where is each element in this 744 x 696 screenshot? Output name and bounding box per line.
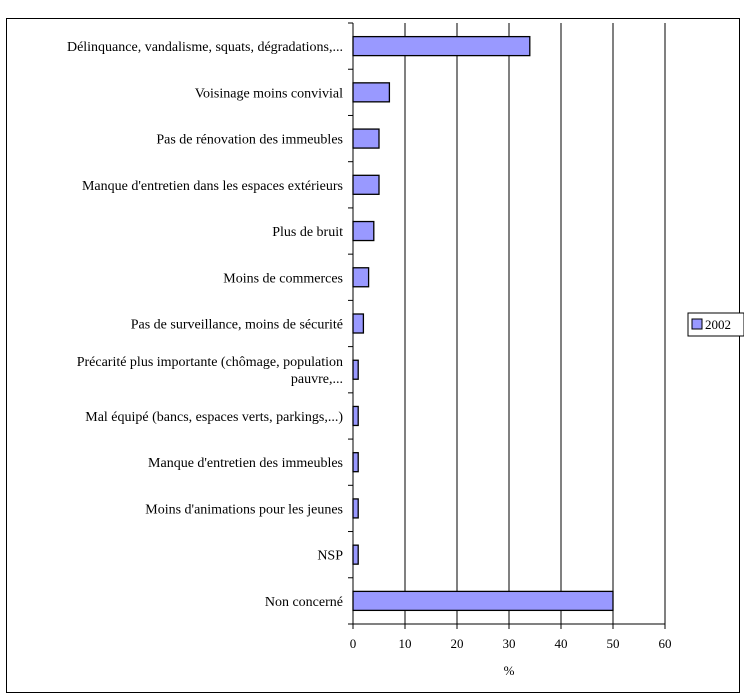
bar (352, 128, 380, 149)
bar (352, 405, 359, 427)
bar (352, 590, 614, 612)
bar (352, 313, 365, 334)
x-tick-label: 20 (451, 636, 464, 651)
x-tick-label: 50 (607, 636, 620, 651)
category-label: Plus de bruit (272, 225, 343, 240)
bar (352, 498, 359, 519)
x-tick-label: 10 (399, 636, 412, 651)
x-axis-title: % (504, 663, 515, 678)
legend-label: 2002 (705, 317, 731, 332)
bar (352, 82, 391, 103)
category-label-layer: Délinquance, vandalisme, squats, dégrada… (67, 40, 343, 610)
bar (352, 359, 359, 380)
category-label: Non concerné (265, 595, 343, 610)
category-label: Pas de surveillance, moins de sécurité (131, 318, 343, 333)
category-label: Délinquance, vandalisme, squats, dégrada… (67, 40, 343, 55)
grid-layer (404, 23, 666, 624)
bar (352, 267, 370, 288)
category-label: Moins d'animations pour les jeunes (145, 502, 343, 517)
category-label: Voisinage moins convivial (195, 86, 343, 101)
legend: 2002 (687, 312, 744, 337)
x-tick-label: 40 (555, 636, 568, 651)
legend-swatch (691, 318, 703, 330)
axis-layer (348, 22, 666, 629)
bar (352, 452, 359, 473)
category-label: Manque d'entretien des immeubles (148, 456, 343, 471)
category-label: Manque d'entretien dans les espaces exté… (82, 179, 343, 194)
x-tick-label: 60 (659, 636, 672, 651)
category-label: NSP (317, 549, 343, 564)
bar-layer (352, 35, 614, 612)
category-label: Moins de commerces (223, 271, 343, 286)
bar (352, 544, 359, 565)
bar (352, 35, 531, 57)
x-tick-label: 0 (350, 636, 357, 651)
category-label: Pas de rénovation des immeubles (156, 133, 343, 148)
category-label: Précarité plus importante (chômage, popu… (77, 355, 343, 387)
x-tick-label: 30 (503, 636, 516, 651)
category-label: Mal équipé (bancs, espaces verts, parkin… (85, 410, 343, 425)
bar (352, 220, 375, 242)
bar (352, 174, 380, 195)
tick-label-layer: 0 10 20 30 40 50 60 (350, 636, 672, 651)
